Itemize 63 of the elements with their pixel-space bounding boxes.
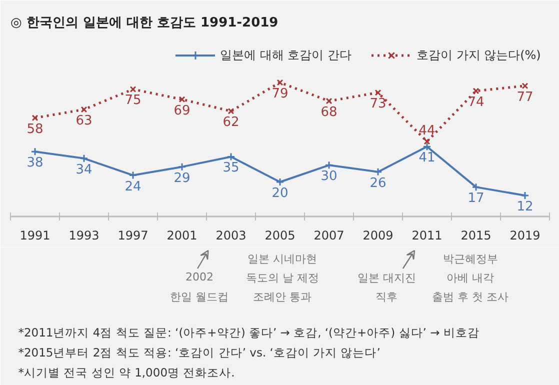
chart-title: ◎ 한국인의 일본에 대한 호감도 1991-2019 [10,16,278,30]
data-label: 20 [272,186,288,202]
point [374,89,382,96]
x-tick-label: 2015 [460,228,492,242]
data-label: 73 [370,96,386,112]
point [80,106,88,113]
text: 박근혜정부 아베 내각 출범 후 첫 조사 [432,252,509,304]
legend-label: 일본에 대해 호감이 간다 [220,46,352,64]
data-label: 62 [222,115,240,130]
data-label: 77 [516,90,534,105]
data-label: 12 [516,200,534,214]
text: *2011년까지 4점 척도 질문: ‘(아주+약간) 좋다’ → 호감, ‘(약간+아주) 싫다’ → 비호감 [18,326,480,340]
x-tick-label: 1991 [20,228,50,242]
legend-label: 호감이 가지 않는다(%) [416,46,541,64]
x-tick-label: 2007 [314,228,344,242]
data-label: 29 [174,170,190,186]
point [324,160,334,170]
point [424,138,430,145]
point [472,88,480,94]
point [374,168,382,176]
data-label: 63 [76,113,92,128]
x-tick-label: 2005 [264,228,296,242]
data-label: 17 [468,191,484,206]
point [178,162,186,172]
data-label: 34 [76,162,92,178]
point [326,98,332,104]
data-label: 30 [320,169,338,184]
x-tick-label: 2011 [412,228,442,242]
text: 일본 시네마현 독도의 날 제정 조례안 통과 [246,252,319,304]
text: *시기별 전국 성인 약 1,000명 전화조사. [18,366,235,380]
point [522,82,528,90]
x-tick-label: 2019 [510,228,540,242]
x-tick-label: 1993 [68,228,100,242]
data-label: 26 [370,176,386,191]
text: 일본 대지진 직후 [357,272,416,304]
data-label: 41 [418,150,436,166]
point [178,96,186,103]
x-tick-label: 2001 [166,228,198,242]
point [276,178,284,186]
point [32,114,38,122]
data-label: 35 [222,160,240,176]
data-label: 75 [124,93,142,108]
point [422,142,432,151]
point [226,152,236,161]
data-label: 69 [174,103,190,118]
point [228,108,234,114]
data-label: 68 [320,105,338,120]
x-tick-label: 2003 [216,228,246,242]
text: *2015년부터 2점 척도 적용: ‘호감이 간다’ vs. ‘호감이 가지 않는다’ [18,346,380,360]
data-label: 24 [124,179,142,194]
x-tick-label: 2009 [362,228,394,242]
data-label: 74 [468,94,484,110]
point [80,154,88,163]
x-tick-label: 1997 [118,228,148,242]
data-label: 38 [26,156,44,171]
point [472,182,480,192]
data-label: 79 [272,86,288,102]
data-label: 44 [418,124,436,139]
text: 2002 한일 월드컵 [170,270,229,304]
data-label: 58 [26,122,44,137]
point [130,86,136,92]
point [276,79,284,86]
point [128,171,138,180]
